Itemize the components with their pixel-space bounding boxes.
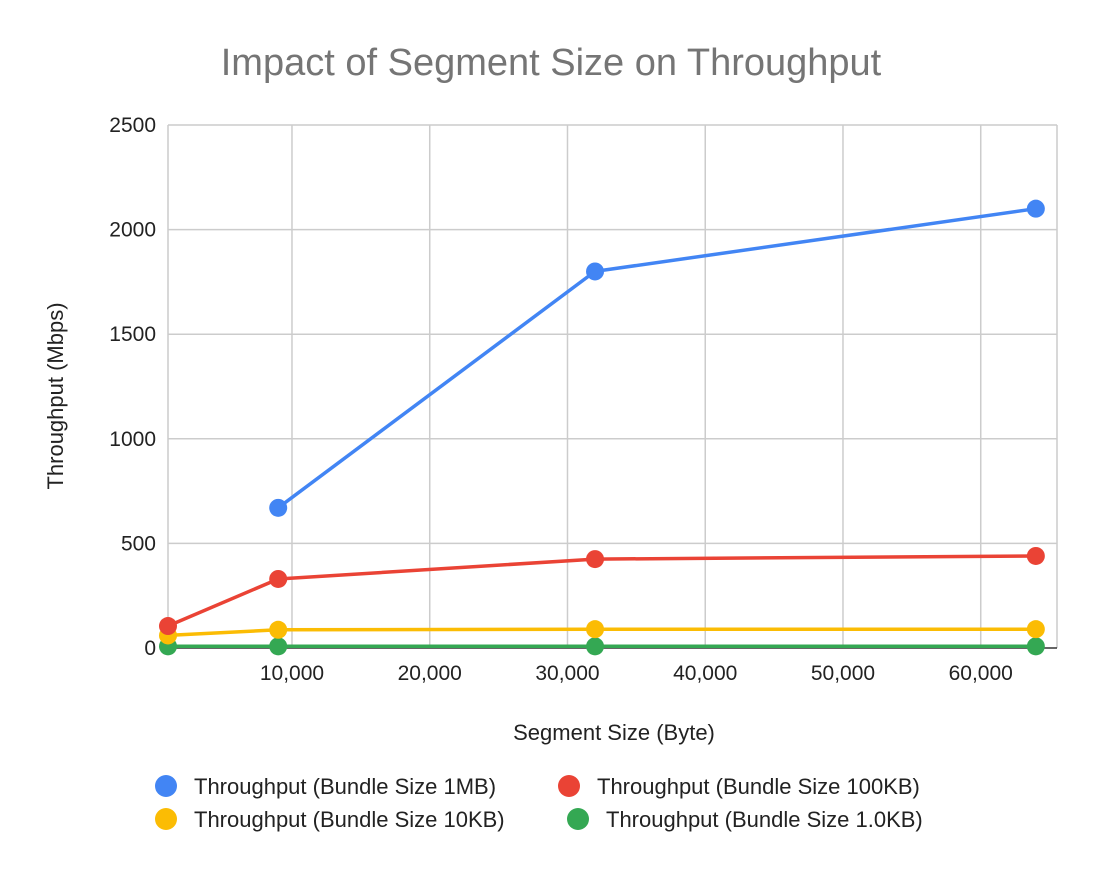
x-tick-label: 40,000 bbox=[673, 662, 737, 685]
legend-label: Throughput (Bundle Size 1.0KB) bbox=[606, 807, 923, 832]
x-tick-label: 10,000 bbox=[260, 662, 324, 685]
data-point bbox=[586, 550, 605, 569]
series-1 bbox=[269, 199, 1045, 517]
legend-item: Throughput (Bundle Size 100KB) bbox=[558, 774, 920, 799]
series-4 bbox=[159, 637, 1045, 656]
data-point bbox=[159, 617, 177, 636]
y-axis-label: Throughput (Mbps) bbox=[43, 302, 68, 489]
y-tick-label: 1000 bbox=[109, 428, 156, 451]
grid bbox=[167, 124, 1058, 649]
legend-label: Throughput (Bundle Size 10KB) bbox=[194, 807, 505, 832]
series-group bbox=[159, 199, 1045, 656]
x-tick-label: 50,000 bbox=[811, 662, 875, 685]
x-tick-label: 20,000 bbox=[398, 662, 462, 685]
y-tick-label: 500 bbox=[121, 532, 156, 555]
series-2 bbox=[159, 546, 1045, 636]
y-tick-label: 1500 bbox=[109, 323, 156, 346]
y-tick-label: 2000 bbox=[109, 219, 156, 242]
legend: Throughput (Bundle Size 1MB) Throughput (… bbox=[155, 774, 923, 832]
data-point bbox=[1026, 637, 1045, 656]
x-tick-label: 60,000 bbox=[949, 662, 1013, 685]
legend-marker bbox=[155, 775, 177, 797]
x-tick-label: 30,000 bbox=[535, 662, 599, 685]
data-point bbox=[586, 262, 605, 281]
legend-item: Throughput (Bundle Size 1.0KB) bbox=[567, 807, 923, 832]
data-point bbox=[269, 637, 288, 656]
series-line bbox=[276, 206, 1038, 510]
data-point bbox=[1026, 199, 1045, 218]
data-point bbox=[269, 569, 288, 588]
chart-title: Impact of Segment Size on Throughput bbox=[221, 42, 882, 84]
x-axis-label: Segment Size (Byte) bbox=[513, 720, 715, 745]
legend-marker bbox=[567, 808, 589, 830]
legend-marker bbox=[155, 808, 177, 830]
x-axis-ticks: 10,000 20,000 30,000 40,000 50,000 60,000 bbox=[260, 662, 1013, 685]
data-point bbox=[586, 620, 605, 639]
data-point bbox=[269, 498, 288, 517]
data-point bbox=[269, 620, 288, 639]
data-point bbox=[586, 637, 605, 656]
legend-item: Throughput (Bundle Size 10KB) bbox=[155, 807, 505, 832]
data-point bbox=[1026, 546, 1045, 565]
series-line bbox=[166, 554, 1038, 628]
legend-item: Throughput (Bundle Size 1MB) bbox=[155, 774, 496, 799]
legend-label: Throughput (Bundle Size 1MB) bbox=[194, 774, 496, 799]
legend-marker bbox=[558, 775, 580, 797]
series-line bbox=[166, 627, 1038, 638]
y-axis-ticks: 0 500 1000 1500 2000 2500 bbox=[109, 114, 156, 660]
legend-label: Throughput (Bundle Size 100KB) bbox=[597, 774, 920, 799]
data-point bbox=[1026, 620, 1045, 639]
y-tick-label: 2500 bbox=[109, 114, 156, 137]
y-tick-label: 0 bbox=[144, 637, 156, 660]
